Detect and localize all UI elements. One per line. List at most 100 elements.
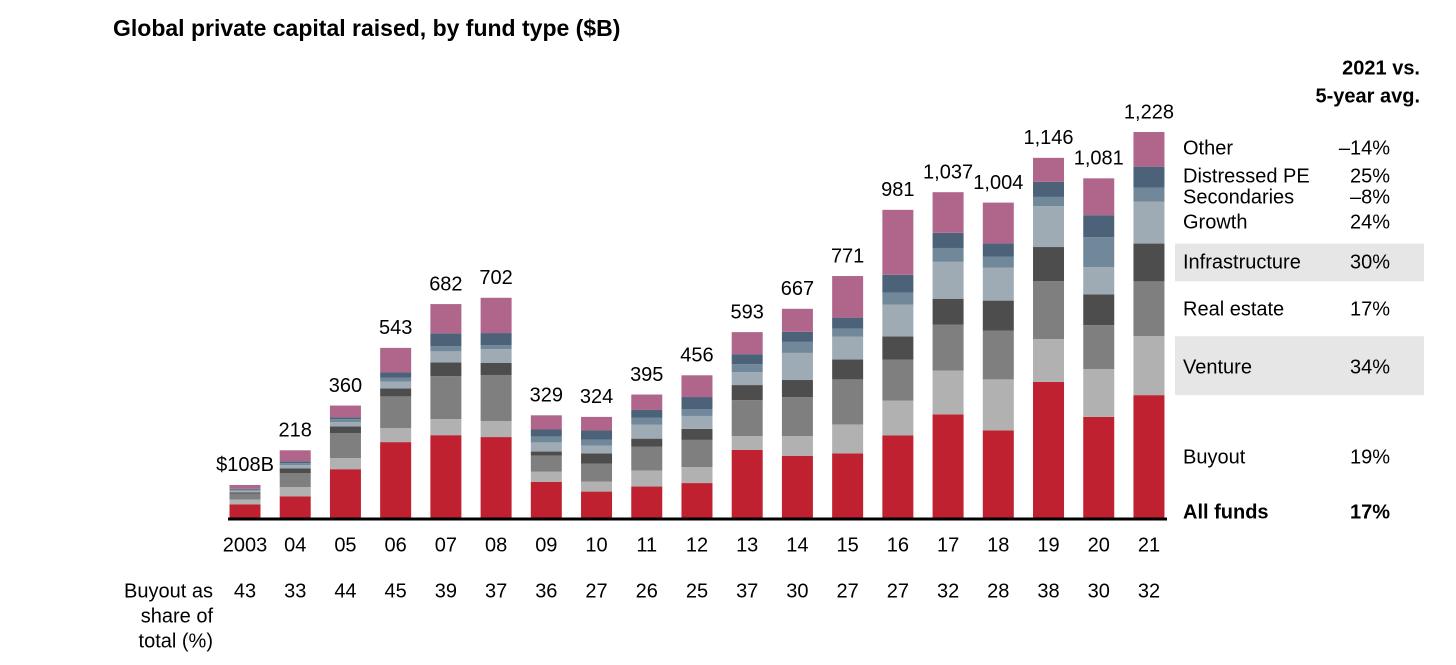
total-label: 543 bbox=[379, 317, 412, 339]
bar-segment bbox=[731, 436, 763, 450]
buyout-share: 37 bbox=[485, 580, 507, 602]
legend-label: Buyout bbox=[1183, 446, 1246, 468]
bar-segment bbox=[681, 483, 713, 519]
bar-segment bbox=[781, 380, 813, 398]
bar-segment bbox=[229, 493, 261, 500]
bar-segment bbox=[932, 232, 964, 248]
bar-segment bbox=[832, 328, 864, 337]
legend-label: Secondaries bbox=[1183, 186, 1294, 208]
bar-segment bbox=[1083, 416, 1115, 519]
bar-segment bbox=[631, 424, 663, 439]
total-label: $108B bbox=[216, 454, 274, 476]
bar-segment bbox=[329, 433, 361, 459]
bar-segment bbox=[781, 436, 813, 456]
legend-label: Other bbox=[1183, 137, 1233, 159]
bar-segment bbox=[832, 336, 864, 360]
bar-segment bbox=[731, 354, 763, 365]
buyout-share: 28 bbox=[987, 580, 1009, 602]
x-tick-label: 04 bbox=[284, 534, 306, 556]
bar-segment bbox=[279, 450, 311, 462]
bar-segment bbox=[380, 381, 412, 389]
bar-segment bbox=[329, 419, 361, 423]
bar-segment bbox=[1083, 325, 1115, 369]
buyout-share: 32 bbox=[937, 580, 959, 602]
bar-segment bbox=[982, 379, 1014, 431]
buyout-share: 27 bbox=[837, 580, 859, 602]
bar-segment bbox=[882, 209, 914, 275]
legend-label: Distressed PE bbox=[1183, 165, 1310, 187]
bar-segment bbox=[1033, 381, 1065, 519]
bar-segment bbox=[530, 429, 562, 437]
legend-change: 30% bbox=[1350, 251, 1390, 273]
bar-segment bbox=[430, 333, 462, 347]
legend-change: 19% bbox=[1350, 446, 1390, 468]
all-funds-change: 17% bbox=[1350, 501, 1390, 523]
bar-segment bbox=[631, 394, 663, 410]
bar-segment bbox=[581, 430, 613, 440]
bar-segment bbox=[681, 397, 713, 410]
bar-segment bbox=[279, 461, 311, 464]
x-tick-label: 09 bbox=[535, 534, 557, 556]
bar-segment bbox=[430, 419, 462, 436]
x-tick-label: 08 bbox=[485, 534, 507, 556]
bar-segment bbox=[982, 430, 1014, 519]
buyout-share: 30 bbox=[786, 580, 808, 602]
bar-segment bbox=[681, 415, 713, 429]
bar-segment bbox=[1033, 206, 1065, 248]
bar-segment bbox=[731, 449, 763, 519]
bar-segment bbox=[329, 458, 361, 470]
bar-segment bbox=[229, 489, 261, 491]
bar-segment bbox=[631, 486, 663, 519]
bar-segment bbox=[229, 484, 261, 489]
bar-segment bbox=[832, 424, 864, 454]
buyout-share: 36 bbox=[535, 580, 557, 602]
legend-change: 25% bbox=[1350, 165, 1390, 187]
legend-change: –8% bbox=[1350, 186, 1390, 208]
bar-segment bbox=[982, 300, 1014, 331]
bar-segment bbox=[430, 304, 462, 334]
bar-segment bbox=[982, 243, 1014, 257]
bar-segment bbox=[731, 372, 763, 386]
buyout-share: 26 bbox=[636, 580, 658, 602]
total-label: 981 bbox=[881, 179, 914, 201]
bar-segment bbox=[229, 504, 261, 519]
bar-segment bbox=[1033, 247, 1065, 282]
bar-segment bbox=[430, 435, 462, 519]
bar-segment bbox=[229, 492, 261, 494]
bar-segment bbox=[932, 370, 964, 415]
buyout-share: 27 bbox=[887, 580, 909, 602]
bar-segment bbox=[681, 409, 713, 416]
comparison-header: 2021 vs. bbox=[1342, 57, 1420, 79]
buyout-share-label: total (%) bbox=[139, 630, 213, 652]
bar-segment bbox=[982, 330, 1014, 380]
x-tick-label: 21 bbox=[1138, 534, 1160, 556]
bar-segment bbox=[1083, 294, 1115, 326]
buyout-share: 44 bbox=[334, 580, 356, 602]
bar-segment bbox=[329, 469, 361, 519]
x-tick-label: 14 bbox=[786, 534, 808, 556]
bar-segment bbox=[229, 499, 261, 505]
total-label: 1,037 bbox=[923, 161, 973, 183]
bar-segment bbox=[279, 463, 311, 466]
total-label: 456 bbox=[680, 345, 713, 367]
bar-segment bbox=[480, 349, 512, 364]
total-label: 702 bbox=[479, 267, 512, 289]
total-label: 667 bbox=[781, 278, 814, 300]
total-label: 329 bbox=[530, 385, 563, 407]
bar-segment bbox=[581, 445, 613, 454]
chart-title: Global private capital raised, by fund t… bbox=[113, 15, 620, 41]
bar-segment bbox=[681, 467, 713, 484]
x-tick-label: 07 bbox=[435, 534, 457, 556]
bar-segment bbox=[480, 374, 512, 421]
total-label: 682 bbox=[429, 273, 462, 295]
bar-segment bbox=[279, 496, 311, 519]
bar-segment bbox=[480, 437, 512, 519]
bar-segment bbox=[530, 451, 562, 456]
buyout-share: 27 bbox=[585, 580, 607, 602]
legend-change: 24% bbox=[1350, 211, 1390, 233]
bar-segment bbox=[1083, 267, 1115, 295]
bar-segment bbox=[229, 490, 261, 493]
bar-segment bbox=[932, 261, 964, 299]
bar-segment bbox=[731, 364, 763, 373]
